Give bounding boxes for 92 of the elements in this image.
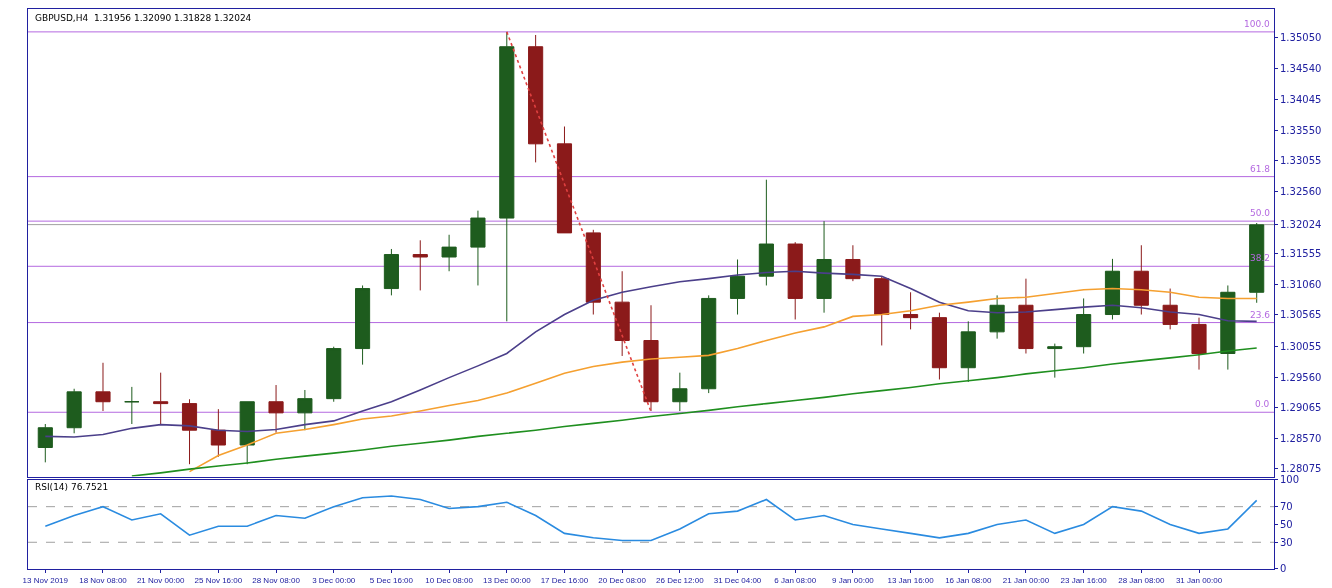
y-tick-label: 1.35050 bbox=[1280, 31, 1322, 43]
annotation: 50.0 bbox=[1250, 208, 1271, 218]
candlestick bbox=[1076, 297, 1092, 354]
candlestick bbox=[729, 258, 746, 316]
candlestick bbox=[528, 34, 544, 163]
candlestick bbox=[1104, 258, 1121, 320]
candlestick bbox=[585, 229, 601, 316]
candlestick bbox=[758, 179, 774, 286]
x-tick-label: 20 Dec 08:00 bbox=[598, 575, 647, 585]
candlestick bbox=[931, 312, 947, 380]
candlestick bbox=[181, 398, 198, 465]
x-tick-label: 28 Jan 08:00 bbox=[1118, 575, 1165, 585]
candlestick bbox=[672, 372, 688, 412]
candlestick bbox=[960, 320, 976, 383]
x-tick-label: 25 Nov 16:00 bbox=[194, 575, 243, 585]
candlestick bbox=[326, 346, 342, 403]
text: GBPUSD,H4 1.31956 1.32090 1.31828 1.32024 bbox=[35, 13, 252, 23]
x-tick-label: 17 Dec 16:00 bbox=[540, 575, 589, 585]
x-tick-label: 13 Dec 00:00 bbox=[482, 575, 532, 585]
y-tick-label: 1.34540 bbox=[1280, 63, 1322, 75]
y-tick-label: 1.32024 bbox=[1280, 219, 1322, 231]
candlestick bbox=[441, 234, 457, 272]
candlestick bbox=[239, 401, 255, 465]
y-tick-label: 1.29065 bbox=[1280, 402, 1322, 414]
y-tick-label: 1.30055 bbox=[1280, 340, 1322, 352]
annotation: 0.0 bbox=[1255, 399, 1270, 409]
y-tick-label: 50 bbox=[1280, 518, 1293, 530]
x-tick-label: 13 Nov 2019 bbox=[22, 575, 69, 585]
candlestick bbox=[1191, 317, 1207, 371]
x-tick-label: 31 Jan 00:00 bbox=[1175, 575, 1223, 585]
candlestick bbox=[1162, 288, 1178, 330]
chart-title: RSI(14) 76.7521 bbox=[35, 482, 109, 492]
x-tick-label: 3 Dec 00:00 bbox=[312, 575, 356, 585]
candlestick bbox=[210, 408, 226, 458]
y-tick-label: 1.31555 bbox=[1280, 248, 1322, 260]
candlestick bbox=[1018, 278, 1034, 354]
y-tick-label: 0 bbox=[1280, 563, 1287, 575]
candlestick bbox=[297, 389, 313, 431]
candlestick bbox=[355, 284, 371, 366]
y-tick-label: 1.33550 bbox=[1280, 124, 1322, 136]
candlestick bbox=[845, 244, 861, 282]
candlestick bbox=[556, 126, 573, 234]
y-tick-label: 70 bbox=[1280, 501, 1293, 513]
candlestick bbox=[37, 423, 53, 463]
x-tick-label: 21 Jan 00:00 bbox=[1002, 575, 1050, 585]
candlestick bbox=[874, 275, 890, 346]
y-tick-label: 1.34045 bbox=[1280, 94, 1322, 106]
candlestick bbox=[66, 388, 82, 434]
line-series bbox=[44, 495, 1258, 542]
x-tick-label: 9 Jan 00:00 bbox=[831, 575, 875, 585]
y-tick-label: 1.33055 bbox=[1280, 155, 1322, 167]
candlestick bbox=[989, 294, 1005, 340]
candlestick bbox=[787, 241, 803, 320]
y-tick-label: 1.30565 bbox=[1280, 309, 1322, 321]
x-tick-label: 31 Dec 04:00 bbox=[713, 575, 762, 585]
y-tick-label: 1.31060 bbox=[1280, 278, 1322, 290]
y-tick-label: 1.29560 bbox=[1280, 371, 1322, 383]
x-tick-label: 10 Dec 08:00 bbox=[425, 575, 474, 585]
x-tick-label: 13 Jan 16:00 bbox=[887, 575, 935, 585]
x-tick-label: 23 Jan 16:00 bbox=[1060, 575, 1108, 585]
candlestick bbox=[903, 291, 919, 330]
candlestick bbox=[124, 386, 140, 425]
candlestick bbox=[383, 248, 399, 296]
candlestick bbox=[1220, 284, 1236, 371]
candlestick bbox=[1133, 244, 1149, 316]
candlestick bbox=[816, 220, 832, 314]
y-tick-label: 1.28075 bbox=[1280, 463, 1322, 475]
x-tick-label: 28 Nov 08:00 bbox=[252, 575, 301, 585]
annotation: 23.6 bbox=[1250, 310, 1271, 320]
x-tick-label: 21 Nov 00:00 bbox=[136, 575, 186, 585]
y-tick-label: 100 bbox=[1280, 474, 1300, 486]
candlestick bbox=[643, 304, 659, 412]
x-tick-label: 16 Jan 08:00 bbox=[945, 575, 992, 585]
candlestick bbox=[268, 384, 284, 434]
y-tick-label: 30 bbox=[1280, 536, 1293, 548]
candlestick bbox=[412, 239, 428, 291]
x-tick-label: 26 Dec 12:00 bbox=[656, 575, 705, 585]
candlestick bbox=[614, 270, 630, 357]
candlestick bbox=[701, 294, 717, 394]
candlestick bbox=[499, 31, 515, 322]
line-series bbox=[505, 31, 652, 413]
candlestick bbox=[470, 210, 486, 286]
y-tick-label: 1.28570 bbox=[1280, 432, 1322, 444]
y-tick-label: 1.32560 bbox=[1280, 185, 1322, 197]
annotation: 61.8 bbox=[1250, 164, 1271, 174]
candlestick bbox=[95, 362, 111, 412]
x-tick-label: 18 Nov 08:00 bbox=[79, 575, 128, 585]
x-tick-label: 5 Dec 16:00 bbox=[369, 575, 414, 585]
annotation: 100.0 bbox=[1244, 19, 1271, 29]
x-tick-label: 6 Jan 08:00 bbox=[774, 575, 817, 585]
candlestick bbox=[153, 372, 169, 425]
candlestick bbox=[1047, 343, 1063, 379]
